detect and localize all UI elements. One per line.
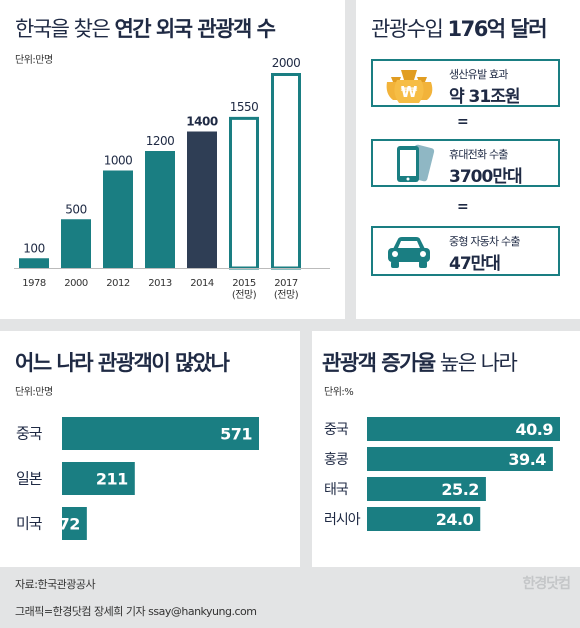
revenue-car-value: 47만대 <box>449 254 501 274</box>
data-label: 2000 <box>272 56 301 70</box>
credit-line: 그래픽=한경닷컴 장세희 기자 ssay@hankyung.com <box>15 605 257 618</box>
category-label: 홍콩 <box>324 452 349 468</box>
mobile-phone-icon <box>397 144 435 182</box>
visitors-by-country-chart: 중국 571 일본 211 미국 72 <box>16 417 259 540</box>
revenue-car-label: 중형 자동차 수출 <box>449 235 520 248</box>
data-label: 1400 <box>186 115 218 129</box>
bar <box>229 116 259 270</box>
growth-rate-title: 관광객 증가율 높은 나라 <box>322 351 518 375</box>
category-label: 중국 <box>16 425 43 443</box>
bar <box>367 447 553 471</box>
car-icon <box>388 237 430 268</box>
bar <box>62 417 259 450</box>
bar <box>103 170 133 268</box>
annual-visitors-panel: 한국을 찾은 연간 외국 관광객 수 단위:만명 100 1978 500 2000 1… <box>0 0 345 319</box>
bar <box>62 462 135 495</box>
equals-sign: = <box>457 114 469 130</box>
money-bag-icon: ₩ <box>386 70 433 103</box>
equals-sign: = <box>457 199 469 215</box>
visitors-by-country-panel: 어느 나라 관광객이 많았나 단위:만명 중국 571 일본 211 미국 72 <box>0 331 300 567</box>
growth-rate-panel: 관광객 증가율 높은 나라 단위:% 중국 40.9 홍콩 39.4 태국 25.2 러시아… <box>312 331 580 567</box>
category-label: 2015 <box>232 278 256 289</box>
annual-visitors-title: 한국을 찾은 연간 외국 관광객 수 <box>15 17 276 41</box>
revenue-car-box: 중형 자동차 수출 47만대 <box>371 226 560 276</box>
revenue-phone-box: 휴대전화 수출 3700만대 <box>371 139 560 187</box>
data-label: 40.9 <box>516 420 554 439</box>
category-label: (전망) <box>232 289 257 301</box>
bar <box>19 258 49 268</box>
growth-rate-unit: 단위:% <box>324 387 354 398</box>
category-label: 중국 <box>324 422 349 438</box>
bar <box>145 151 175 268</box>
visitors-by-country-title: 어느 나라 관광객이 많았나 <box>15 351 230 375</box>
category-label: 일본 <box>16 470 42 488</box>
category-label: 1978 <box>22 278 46 289</box>
svg-text:₩: ₩ <box>401 83 418 101</box>
tourism-revenue-title: 관광수입 176억 달러 <box>371 17 548 41</box>
data-label: 500 <box>65 202 86 216</box>
bar <box>367 417 560 441</box>
category-label: 2014 <box>190 278 214 289</box>
annual-visitors-chart: 100 1978 500 2000 1000 2012 1200 2013 1400 2014 15… <box>14 56 330 301</box>
data-label: 1550 <box>230 100 259 114</box>
bar <box>367 507 481 531</box>
data-label: 100 <box>23 241 44 255</box>
category-label: 태국 <box>324 482 349 498</box>
revenue-production-label: 생산유발 효과 <box>449 68 508 81</box>
category-label: 2017 <box>274 278 298 289</box>
bar <box>61 219 91 268</box>
category-label: 2000 <box>64 278 88 289</box>
revenue-phone-value: 3700만대 <box>449 167 523 187</box>
data-label: 39.4 <box>508 450 546 469</box>
data-label: 72 <box>59 515 80 534</box>
bar <box>367 477 486 501</box>
watermark-logo: 한경닷컴 <box>522 576 571 592</box>
data-label: 24.0 <box>436 510 474 529</box>
data-label: 1200 <box>146 134 175 148</box>
data-label: 1000 <box>104 154 133 168</box>
visitors-by-country-unit: 단위:만명 <box>15 387 53 398</box>
category-label: 러시아 <box>324 512 361 528</box>
growth-rate-chart: 중국 40.9 홍콩 39.4 태국 25.2 러시아 24.0 <box>324 417 560 531</box>
category-label: 2012 <box>106 278 130 289</box>
data-label: 25.2 <box>441 480 478 499</box>
annual-visitors-unit: 단위:만명 <box>15 55 53 66</box>
bar <box>187 131 217 268</box>
bar <box>62 507 87 540</box>
category-label: 미국 <box>16 515 43 533</box>
category-label: 2013 <box>148 278 172 289</box>
bar <box>271 73 301 270</box>
revenue-production-box: ₩ 생산유발 효과 약 31조원 <box>371 59 560 107</box>
data-label: 571 <box>220 425 252 444</box>
revenue-phone-label: 휴대전화 수출 <box>449 148 508 161</box>
data-label: 211 <box>96 470 128 489</box>
source-note: 자료:한국관광공사 <box>15 578 96 591</box>
category-label: (전망) <box>274 289 299 301</box>
revenue-production-value: 약 31조원 <box>449 87 520 107</box>
